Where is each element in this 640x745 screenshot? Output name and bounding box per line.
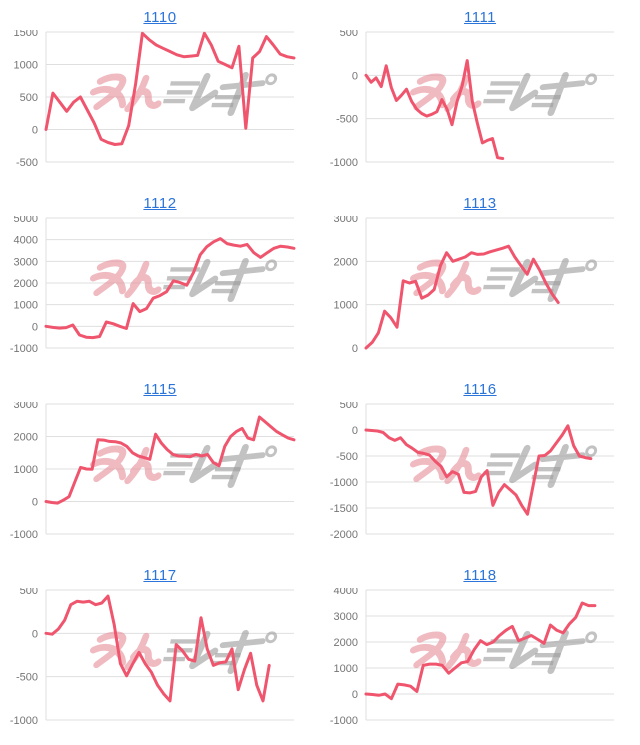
chart-cell-1111: 1111 500 0 -500 -1000	[320, 0, 640, 186]
line-chart-1110: 1500 1000 500 0 -500	[14, 30, 296, 169]
chart-link-1110[interactable]: 1110	[143, 9, 177, 26]
y-axis-tick-label: -1000	[10, 343, 38, 355]
y-axis-tick-label: 500	[340, 402, 358, 411]
chart-cell-1116: 1116 500 0 -500 -1000 -1500 -2000	[320, 372, 640, 558]
chart-cell-1117: 1117 500 0 -500 -1000	[0, 558, 320, 745]
y-axis-tick-label: -500	[16, 157, 38, 169]
chart-title-row: 1118	[320, 567, 640, 588]
y-axis-tick-label: 0	[32, 321, 38, 333]
line-chart-1116: 500 0 -500 -1000 -1500 -2000	[330, 402, 614, 541]
y-axis-tick-label: -500	[16, 672, 38, 684]
chart-title-row: 1111	[320, 9, 640, 30]
minrepo-watermark	[90, 447, 276, 485]
y-axis-tick-label: 1000	[14, 60, 38, 72]
line-chart-1118: 4000 3000 2000 1000 0 -1000	[330, 588, 614, 727]
y-axis-tick-label: 1000	[14, 464, 38, 476]
y-axis-tick-label: 1500	[14, 30, 38, 39]
chart-link-1115[interactable]: 1115	[143, 381, 177, 398]
y-axis-tick-label: 1000	[334, 300, 358, 312]
chart-link-1113[interactable]: 1113	[463, 195, 497, 212]
chart-cell-1113: 1113 3000 2000 1000 0	[320, 186, 640, 372]
y-axis-tick-label: 0	[32, 497, 38, 509]
chart-link-1117[interactable]: 1117	[143, 567, 177, 584]
y-axis-tick-label: 500	[20, 92, 38, 104]
slump-line	[44, 31, 296, 146]
chart-title-row: 1112	[0, 195, 320, 216]
y-axis-tick-label: 2000	[14, 278, 38, 290]
y-axis-tick-label: 2000	[334, 637, 358, 649]
chart-cell-1110: 1110 1500 1000 500 0 -500	[0, 0, 320, 186]
line-chart-1112: 5000 4000 3000 2000 1000 0 -1000	[10, 216, 296, 355]
chart-title-row: 1110	[0, 9, 320, 30]
y-axis-tick-label: -1000	[330, 477, 358, 489]
y-axis-tick-label: 3000	[14, 256, 38, 268]
y-axis-tick-label: 2000	[334, 256, 358, 268]
chart-link-1111[interactable]: 1111	[463, 9, 497, 26]
y-axis-tick-label: 500	[340, 30, 358, 39]
y-axis-tick-label: 1000	[334, 663, 358, 675]
y-axis-tick-label: -500	[336, 451, 358, 463]
chart-link-1112[interactable]: 1112	[143, 195, 177, 212]
line-chart-1113: 3000 2000 1000 0	[334, 216, 614, 355]
y-axis-tick-label: 5000	[14, 216, 38, 225]
chart-cell-1112: 1112 5000 4000 3000 2000 1000 0 -1000	[0, 186, 320, 372]
y-axis-tick-label: -1000	[10, 715, 38, 727]
chart-title-row: 1113	[320, 195, 640, 216]
minrepo-watermark	[410, 447, 596, 485]
y-axis-tick-label: 0	[352, 689, 358, 701]
y-axis-tick-label: -2000	[330, 529, 358, 541]
chart-title-row: 1116	[320, 381, 640, 402]
line-chart-1115: 3000 2000 1000 0 -1000	[10, 402, 296, 541]
slump-line	[44, 237, 296, 340]
slump-line	[364, 59, 505, 160]
y-axis-tick-label: -1000	[330, 157, 358, 169]
chart-cell-1115: 1115 3000 2000 1000 0 -1000	[0, 372, 320, 558]
chart-title-row: 1117	[0, 567, 320, 588]
y-axis-tick-label: 500	[20, 588, 38, 597]
slump-line	[364, 424, 593, 516]
chart-cell-1118: 1118 4000 3000 2000 1000 0 -1000	[320, 558, 640, 745]
slump-line	[44, 594, 271, 703]
y-axis-tick-label: -1500	[330, 503, 358, 515]
slump-line	[364, 601, 597, 701]
line-chart-1111: 500 0 -500 -1000	[330, 30, 614, 169]
y-axis-tick-label: 3000	[14, 402, 38, 411]
chart-link-1116[interactable]: 1116	[463, 381, 497, 398]
y-axis-tick-label: 4000	[14, 235, 38, 247]
minrepo-watermark	[90, 261, 276, 299]
y-axis-tick-label: 0	[32, 628, 38, 640]
y-axis-tick-label: 4000	[334, 588, 358, 597]
line-chart-1117: 500 0 -500 -1000	[10, 588, 294, 727]
y-axis-tick-label: -1000	[330, 715, 358, 727]
y-axis-tick-label: -500	[336, 114, 358, 126]
y-axis-tick-label: 0	[32, 125, 38, 137]
y-axis-tick-label: 2000	[14, 432, 38, 444]
y-axis-tick-label: 0	[352, 425, 358, 437]
y-axis-tick-label: -1000	[10, 529, 38, 541]
chart-title-row: 1115	[0, 381, 320, 402]
slump-line	[364, 244, 560, 350]
chart-link-1118[interactable]: 1118	[463, 567, 497, 584]
y-axis-tick-label: 3000	[334, 216, 358, 225]
y-axis-tick-label: 3000	[334, 611, 358, 623]
slump-line	[44, 415, 296, 505]
y-axis-tick-label: 0	[352, 343, 358, 355]
y-axis-tick-label: 1000	[14, 300, 38, 312]
y-axis-tick-label: 0	[352, 70, 358, 82]
